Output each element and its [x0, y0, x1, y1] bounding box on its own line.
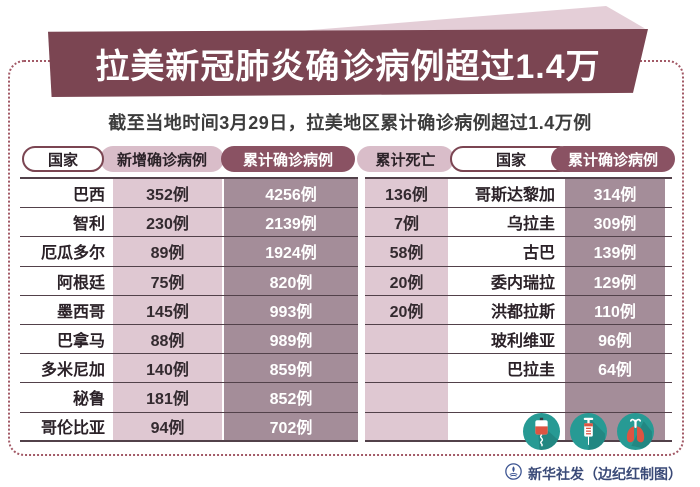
- new-cases-value: 89例: [113, 237, 222, 266]
- country-name: 哥伦比亚: [40, 420, 105, 438]
- cumulative-cases-value: 110例: [563, 295, 665, 324]
- cumulative-cases-value: 96例: [563, 324, 665, 354]
- cumulative-cases-value: 702例: [222, 412, 358, 440]
- country-name: 巴拿马: [56, 333, 105, 351]
- country-name: 古巴: [522, 245, 555, 263]
- table-row: 巴西 352例 4256例: [20, 179, 358, 209]
- deaths-value: [365, 324, 448, 354]
- country-name: 秘鲁: [72, 391, 105, 409]
- table-row: 厄瓜多尔 89例 1924例: [20, 237, 358, 267]
- deaths-value: 58例: [365, 237, 448, 266]
- country-name: 智利: [72, 216, 105, 234]
- table-row: 墨西哥 145例 993例: [20, 295, 358, 325]
- table-row: 多米尼加 140例 859例: [20, 354, 358, 384]
- deaths-value: [365, 412, 448, 440]
- column-header-country-left: 国家: [22, 146, 104, 172]
- country-name: 哥斯达黎加: [474, 187, 555, 205]
- column-header-new-cases: 新增确诊病例: [100, 146, 224, 172]
- deaths-value: 136例: [365, 179, 448, 208]
- new-cases-value: 94例: [113, 412, 222, 440]
- cumulative-cases-value: 993例: [222, 295, 358, 324]
- deaths-value: 7例: [365, 208, 448, 237]
- country-name: 阿根廷: [56, 274, 105, 292]
- column-header-cumulative-right: 累计确诊病例: [551, 146, 675, 172]
- country-name: 多米尼加: [40, 362, 105, 380]
- left-table: 巴西 352例 4256例 智利 230例 2139例 厄瓜多尔 89例 192…: [20, 177, 358, 442]
- country-name: 玻利维亚: [490, 333, 555, 351]
- country-name: 巴西: [72, 187, 105, 205]
- table-row: 巴拉圭 64例: [365, 354, 672, 384]
- cumulative-cases-value: 139例: [563, 237, 665, 266]
- deaths-value: [365, 383, 448, 412]
- cumulative-cases-value: 1924例: [222, 237, 358, 266]
- deaths-value: 20例: [365, 295, 448, 324]
- table-row: 136例 哥斯达黎加 314例: [365, 179, 672, 209]
- new-cases-value: 230例: [113, 208, 222, 237]
- cumulative-cases-value: 314例: [563, 179, 665, 208]
- deaths-value: 20例: [365, 266, 448, 295]
- table-row: 巴拿马 88例 989例: [20, 324, 358, 355]
- table-row: 58例 古巴 139例: [365, 237, 672, 267]
- country-name: 洪都拉斯: [490, 303, 555, 321]
- title-banner: 拉美新冠肺炎确诊病例超过1.4万: [48, 29, 648, 97]
- column-header-country-right: 国家: [450, 146, 572, 172]
- country-name: [448, 383, 563, 411]
- table-row: [365, 383, 672, 413]
- table-row: 20例 委内瑞拉 129例: [365, 266, 672, 296]
- table-row: 20例 洪都拉斯 110例: [365, 295, 672, 325]
- credit-text: 新华社发（边纪红制图）: [528, 466, 682, 482]
- column-header-cumulative-left: 累计确诊病例: [221, 146, 355, 172]
- cumulative-cases-value: [563, 383, 665, 412]
- xinhua-logo-icon: [505, 463, 522, 485]
- page-subtitle: 截至当地时间3月29日，拉美地区累计确诊病例超过1.4万例: [108, 113, 592, 133]
- footer: 新华社发（边纪红制图）: [505, 463, 682, 485]
- medical-icons: [523, 413, 654, 450]
- country-name: 墨西哥: [56, 303, 105, 321]
- new-cases-value: 140例: [113, 354, 222, 383]
- cumulative-cases-value: 859例: [222, 354, 358, 383]
- cumulative-cases-value: 2139例: [222, 208, 358, 237]
- cumulative-cases-value: 64例: [563, 354, 665, 383]
- new-cases-value: 145例: [113, 295, 222, 324]
- table-row: 哥伦比亚 94例 702例: [20, 412, 358, 442]
- table-row: 智利 230例 2139例: [20, 208, 358, 238]
- syringe-icon: [570, 413, 607, 450]
- cumulative-cases-value: 309例: [563, 208, 665, 237]
- column-header-deaths: 累计死亡: [357, 146, 454, 172]
- lungs-icon: [617, 413, 654, 450]
- country-name: 厄瓜多尔: [40, 245, 105, 263]
- cumulative-cases-value: 852例: [222, 383, 358, 412]
- table-row: 阿根廷 75例 820例: [20, 266, 358, 296]
- right-table: 136例 哥斯达黎加 314例 7例 乌拉圭 309例 58例 古巴 139例 …: [365, 177, 672, 442]
- country-name: 委内瑞拉: [490, 274, 555, 292]
- table-row: 玻利维亚 96例: [365, 324, 672, 355]
- table-row: 秘鲁 181例 852例: [20, 383, 358, 413]
- cumulative-cases-value: 129例: [563, 266, 665, 295]
- new-cases-value: 75例: [113, 266, 222, 295]
- country-name: 乌拉圭: [506, 216, 555, 234]
- cumulative-cases-value: 989例: [222, 324, 358, 354]
- cumulative-cases-value: 4256例: [222, 179, 358, 208]
- deaths-value: [365, 354, 448, 383]
- new-cases-value: 352例: [113, 179, 222, 208]
- iv-drip-icon: [523, 413, 560, 450]
- new-cases-value: 88例: [113, 324, 222, 354]
- cumulative-cases-value: 820例: [222, 266, 358, 295]
- new-cases-value: 181例: [113, 383, 222, 412]
- page-title: 拉美新冠肺炎确诊病例超过1.4万: [95, 47, 601, 86]
- country-name: 巴拉圭: [506, 362, 555, 380]
- table-row: 7例 乌拉圭 309例: [365, 208, 672, 238]
